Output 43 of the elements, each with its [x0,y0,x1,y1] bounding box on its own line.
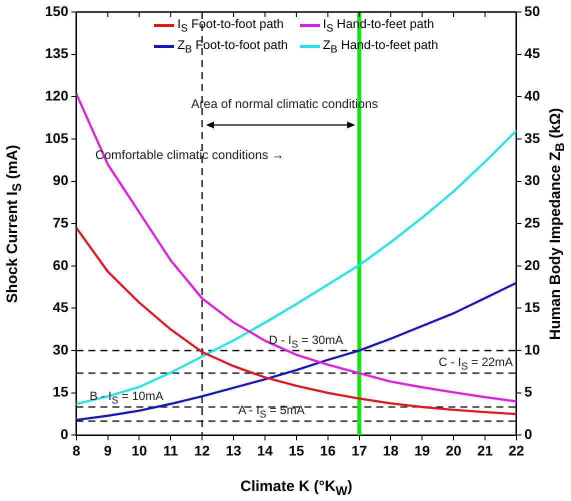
ref-line-label: D - I$_{S}$ = 30mA [268,332,344,350]
y-tick-label: 135 [45,45,69,62]
legend-label: I$_{S}$ Foot-to-foot path [177,17,284,34]
y2-tick-label: 40 [524,88,540,104]
y-tick-label: 120 [45,88,69,104]
y2-tick-label: 5 [524,384,532,400]
y2-tick-label: 0 [524,426,532,442]
legend-label: Z$_{B}$ Foot-to-foot path [177,38,288,55]
x-tick-label: 8 [72,442,80,458]
x-tick-label: 19 [414,442,430,458]
x-tick-label: 14 [257,442,273,458]
x-tick-label: 21 [477,442,493,458]
y2-tick-label: 20 [524,256,540,273]
x-tick-label: 18 [382,442,399,458]
x-tick-label: 15 [288,442,304,458]
x-tick-label: 12 [194,442,210,458]
x-tick-label: 9 [104,442,112,458]
y2-tick-label: 15 [524,299,540,316]
y2-tick-label: 45 [524,45,540,62]
y-tick-label: 15 [52,384,69,400]
ref-line-label: C - I$_{S}$ = 22mA [438,355,513,373]
y-tick-label: 150 [45,2,69,19]
y-tick-label: 75 [52,214,69,230]
y2-tick-label: 25 [524,214,540,230]
y-tick-label: 0 [60,426,69,442]
y2-tick-label: 30 [524,172,540,188]
x-tick-label: 16 [320,442,336,458]
y-tick-label: 105 [45,130,69,146]
x-tick-label: 11 [163,442,178,458]
x-tick-label: 10 [131,442,148,458]
x-tick-label: 20 [446,442,462,458]
y-tick-label: 45 [52,299,69,316]
x-tick-label: 17 [351,442,368,458]
ref-line-label: A - I$_{S}$ = 5mA [238,403,305,420]
x-tick-label: 22 [508,442,524,458]
y-tick-label: 30 [52,341,69,358]
y2-tick-label: 35 [524,130,540,146]
x-axis-title: Climate K (°K$_{W}$) [240,478,352,498]
x-tick-label: 13 [226,442,242,458]
y2-tick-label: 10 [524,341,540,358]
y-tick-label: 60 [52,256,69,273]
y-tick-label: 90 [52,172,69,188]
y2-tick-label: 50 [524,2,540,19]
